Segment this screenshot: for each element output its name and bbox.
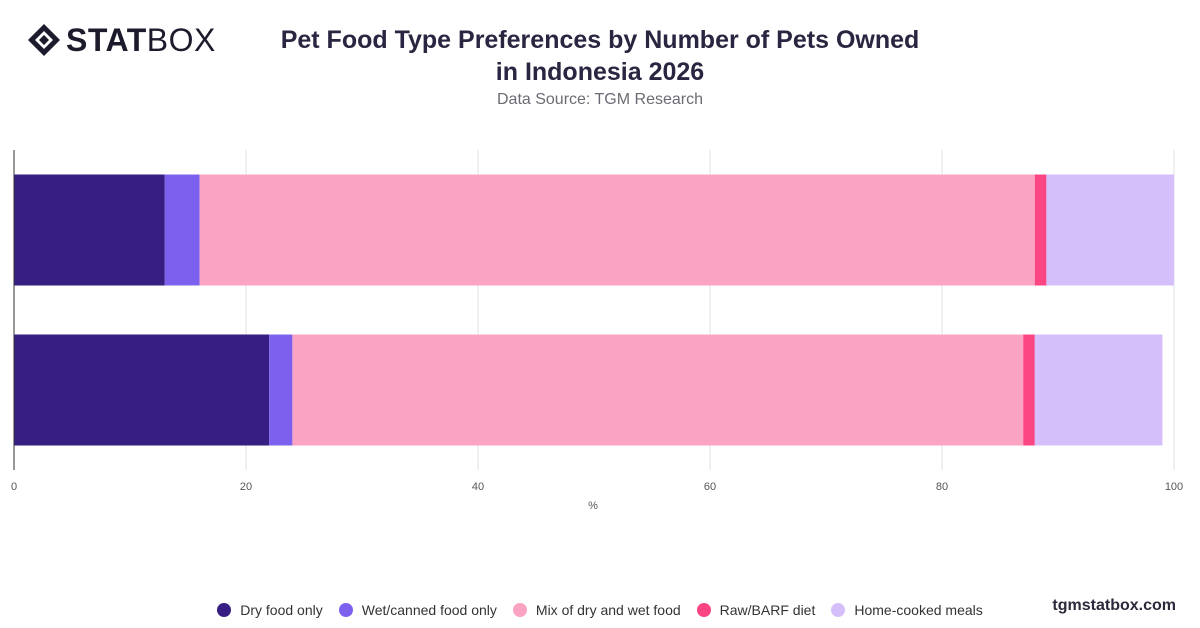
legend-item[interactable]: Mix of dry and wet food: [512, 602, 681, 618]
legend-item[interactable]: Raw/BARF diet: [696, 602, 816, 618]
legend-label: Dry food only: [240, 602, 323, 618]
legend-swatch: [217, 603, 232, 617]
footer-site-label: tgmstatbox.com: [1052, 597, 1176, 614]
chart-subtitle: Data Source: TGM Research: [496, 91, 703, 108]
bar-segment: [164, 174, 200, 286]
chart-legend: Dry food only Wet/canned food only Mix of …: [0, 602, 1200, 618]
statbox-diamond-icon: [28, 24, 60, 56]
chart-title-line2: in Indonesia 2026: [495, 58, 705, 86]
bar-segment: [1046, 174, 1174, 286]
legend-swatch: [512, 603, 527, 617]
legend-item[interactable]: Wet/canned food only: [338, 602, 497, 618]
legend-label: Wet/canned food only: [361, 602, 497, 618]
x-tick-label: 60: [704, 481, 716, 493]
chart-title: Pet Food Type Preferences by Number of P…: [250, 24, 950, 88]
x-tick-label: 100: [1165, 481, 1183, 493]
bar-segment: [14, 334, 270, 446]
x-tick-label: 20: [240, 481, 252, 493]
bar-segment: [14, 174, 165, 286]
bar-segment: [269, 334, 293, 446]
x-tick-label: 0: [11, 481, 17, 493]
legend-label: Raw/BARF diet: [719, 602, 816, 618]
x-tick-label: 80: [936, 481, 948, 493]
logo-wordmark: STATBOX: [66, 22, 216, 58]
legend-label: Mix of dry and wet food: [535, 602, 681, 618]
legend-item[interactable]: Dry food only: [217, 602, 323, 618]
legend-swatch: [831, 603, 846, 617]
x-axis-title: %: [588, 500, 598, 512]
bar-segment: [1034, 334, 1163, 446]
bar-segment: [1023, 334, 1035, 446]
legend-label: Home-cooked meals: [854, 602, 983, 618]
legend-item[interactable]: Home-cooked meals: [831, 602, 983, 618]
stacked-bar-chart: 0 20 40 60 80 100%: [11, 150, 1183, 512]
bar-segment: [199, 174, 1035, 286]
chart-title-line1: Pet Food Type Preferences by Number of P…: [280, 26, 920, 54]
x-tick-label: 40: [472, 481, 484, 493]
bar-segment: [292, 334, 1024, 446]
legend-swatch: [696, 603, 711, 617]
bar-segment: [1034, 174, 1047, 286]
legend-swatch: [338, 603, 353, 617]
statbox-logo: STATBOX: [26, 22, 216, 58]
